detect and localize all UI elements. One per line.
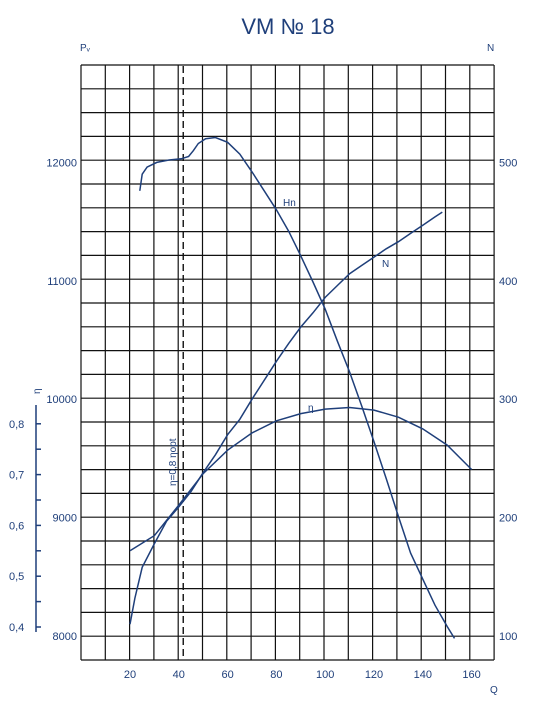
x-tick-label: 80 [270,669,282,681]
tick-labels: 20 40 60 80 100 120 140 160 8000 9000 10000 11000 12… [46,157,517,681]
n-series-label: N [382,259,389,270]
chart-title: VM № 18 [241,14,334,39]
left-tick-label: 10000 [46,394,77,406]
eta-axis: 0,4 0,5 0,6 0,7 0,8 [9,405,41,634]
left-tick-label: 12000 [46,157,77,169]
hn-series-label: Hn [283,198,296,209]
eta-tick-label: 0,7 [9,470,24,482]
right-tick-label: 300 [499,394,517,406]
hn-curve [139,136,456,639]
x-tick-label: 160 [462,669,480,681]
grid [80,64,495,661]
eta-tick-label: 0,4 [9,622,24,634]
right-tick-label: 400 [499,276,517,288]
right-tick-label: 200 [499,513,517,525]
n-curve [129,211,443,625]
right-tick-label: 100 [499,631,517,643]
x-axis-label: Q [490,685,498,696]
eta-tick-label: 0,5 [9,571,24,583]
curves: Hn Nη [129,66,473,659]
right-tick-label: 500 [499,157,517,169]
eta-tick-label: 0,8 [9,419,24,431]
x-tick-label: 100 [316,669,334,681]
x-tick-label: 20 [124,669,136,681]
eta-axis-label: η [32,388,43,394]
x-tick-label: 40 [173,669,185,681]
x-tick-label: 140 [414,669,432,681]
left-tick-label: 9000 [53,513,77,525]
left-tick-label: 11000 [47,276,77,288]
eta-series-label: η [308,403,314,414]
x-tick-label: 120 [365,669,383,681]
right-axis-label: N [487,43,494,54]
left-tick-label: 8000 [53,631,77,643]
eta-curve [129,406,473,552]
eta-opt-annotation: η=0,8 ηopt [168,438,179,486]
eta-tick-label: 0,6 [9,520,24,532]
x-tick-label: 60 [221,669,233,681]
left-axis-label: Pᵥ [80,43,91,54]
